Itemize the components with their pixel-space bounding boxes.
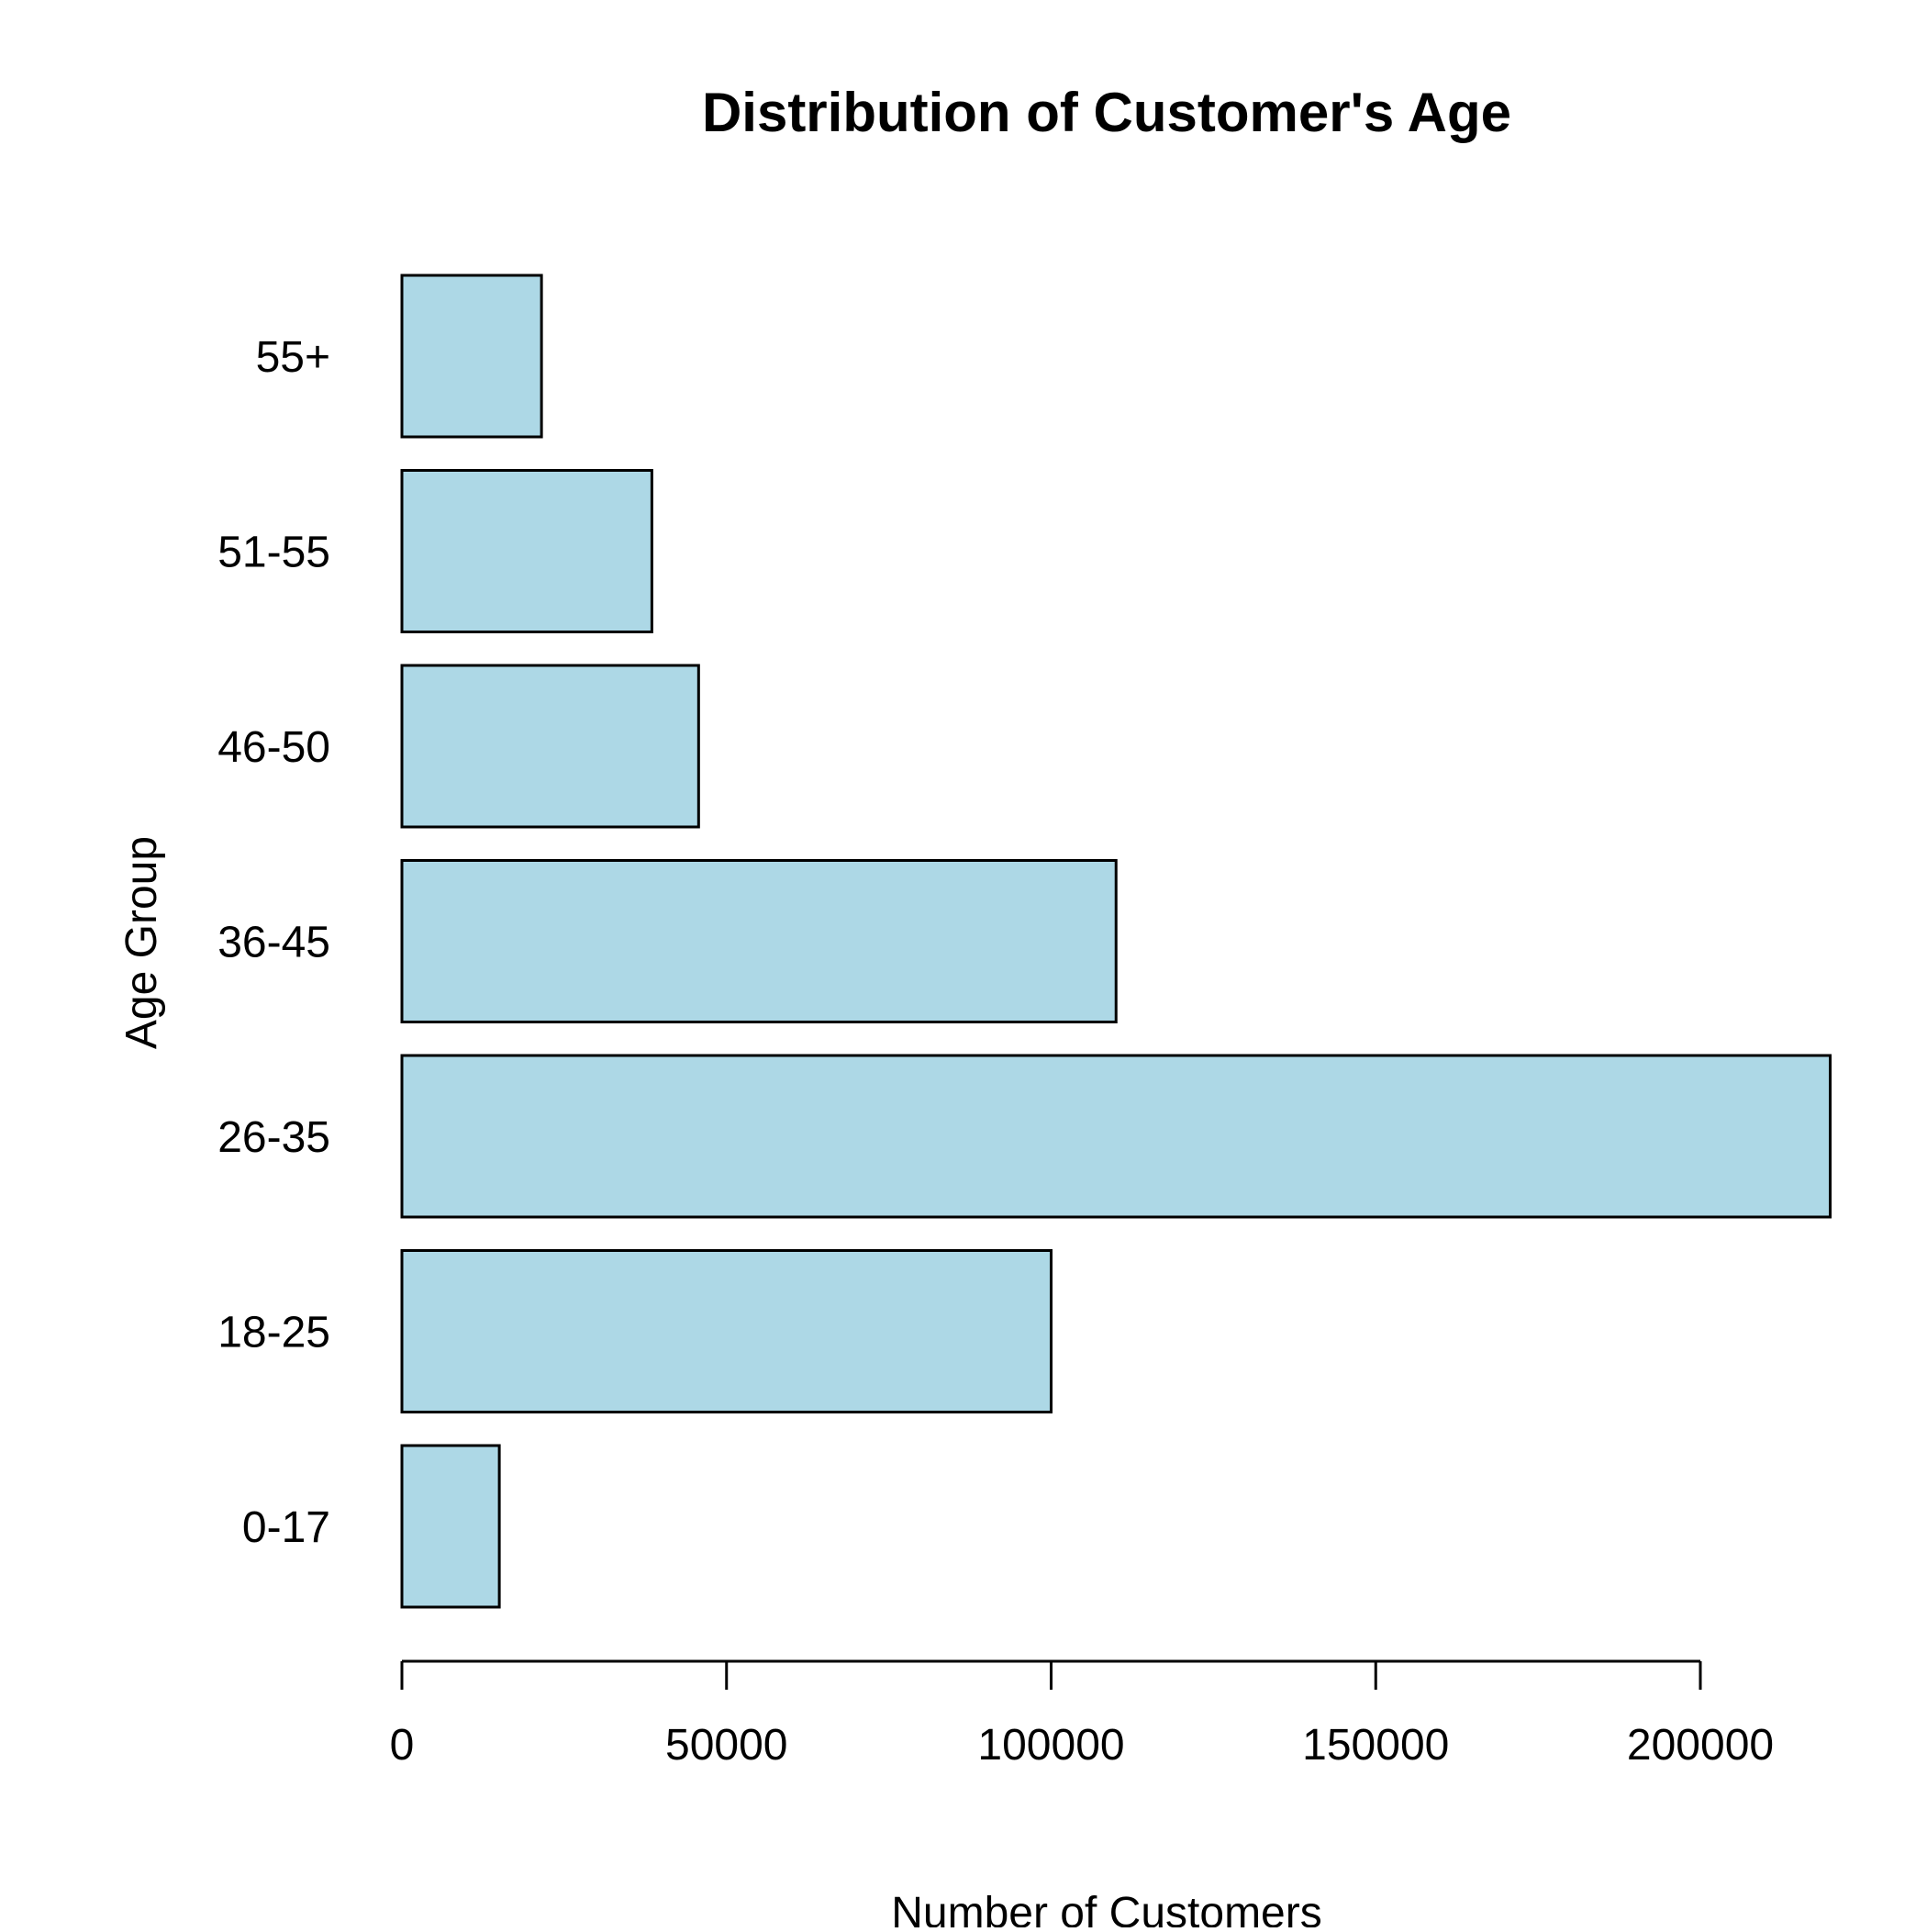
y-tick-label: 26-35 xyxy=(217,1113,330,1162)
bar-46-50 xyxy=(400,664,700,829)
y-tick-labels: 0-17 18-25 26-35 36-45 46-50 51-55 55+ xyxy=(217,333,330,1552)
bar-51-55 xyxy=(400,469,653,633)
y-axis-label: Age Group xyxy=(117,836,166,1049)
bars-group xyxy=(400,274,1832,1609)
y-tick-label: 18-25 xyxy=(217,1309,330,1357)
bar-0-17 xyxy=(400,1444,501,1609)
x-axis-label: Number of Customers xyxy=(891,1889,1321,1927)
bar-26-35 xyxy=(400,1054,1832,1219)
y-tick-label: 0-17 xyxy=(242,1503,330,1552)
chart-title: Distribution of Customer's Age xyxy=(702,82,1511,143)
bar-55+ xyxy=(400,274,543,439)
bar-18-25 xyxy=(400,1249,1053,1413)
y-tick-label: 36-45 xyxy=(217,919,330,967)
x-axis: 0 50000 100000 150000 200000 xyxy=(390,1659,1774,1770)
x-tick-label: 100000 xyxy=(977,1721,1124,1770)
x-tick-label: 200000 xyxy=(1627,1721,1774,1770)
x-tick-label: 150000 xyxy=(1302,1721,1449,1770)
y-tick-label: 46-50 xyxy=(217,723,330,772)
bar-36-45 xyxy=(400,859,1118,1023)
y-tick-label: 55+ xyxy=(256,333,330,382)
x-tick-label: 0 xyxy=(390,1721,415,1770)
y-tick-label: 51-55 xyxy=(217,529,330,577)
x-tick-label: 50000 xyxy=(665,1721,787,1770)
